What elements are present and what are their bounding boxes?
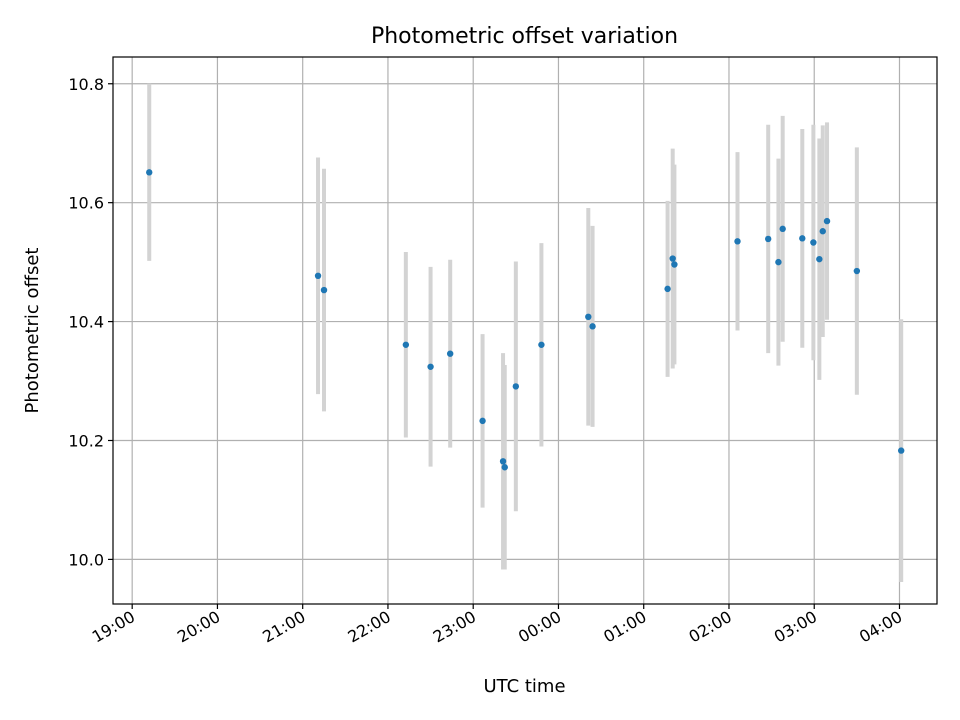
data-point: [479, 417, 486, 425]
data-point: [446, 350, 454, 357]
x-axis-label: UTC time: [483, 676, 565, 697]
x-tick-label: 19:00: [89, 607, 138, 647]
y-tick-label: 10.4: [68, 313, 104, 332]
data-point: [589, 323, 596, 330]
data-point: [897, 447, 905, 454]
x-axis-ticks: 19:00 20:00 21:00 22:00 23:00 00:00 01:00 02:00…: [89, 604, 905, 647]
data-point: [853, 267, 861, 275]
data-point: [671, 261, 678, 268]
plot-frame: [112, 56, 938, 605]
y-tick-label: 10.6: [68, 194, 104, 213]
y-tick-label: 10.8: [68, 75, 104, 94]
data-point: [734, 238, 741, 245]
data-point: [669, 255, 676, 262]
x-tick-label: 01:00: [600, 607, 649, 647]
x-tick-label: 20:00: [174, 607, 223, 647]
data-point: [512, 383, 520, 390]
data-point: [314, 272, 322, 279]
data-point: [816, 255, 823, 263]
data-point: [402, 341, 410, 348]
y-axis-ticks: 10.0 10.2 10.4 10.6 10.8: [68, 75, 113, 569]
data-point: [585, 313, 592, 321]
error-bars: [147, 83, 904, 583]
y-tick-label: 10.2: [68, 431, 104, 450]
x-tick-label: 03:00: [771, 607, 820, 647]
data-point: [823, 217, 831, 225]
x-tick-label: 02:00: [686, 607, 735, 647]
data-point: [427, 363, 434, 370]
data-point: [501, 464, 508, 471]
chart-title: Photometric offset variation: [371, 24, 678, 49]
data-point: [146, 169, 153, 176]
x-tick-label: 21:00: [259, 607, 308, 647]
x-tick-label: 22:00: [345, 607, 394, 647]
data-points: [146, 169, 905, 471]
data-point: [799, 235, 806, 242]
data-point: [779, 225, 786, 233]
x-tick-label: 04:00: [856, 607, 905, 647]
data-point: [538, 341, 545, 348]
data-point: [764, 235, 772, 243]
x-tick-label: 23:00: [430, 607, 479, 647]
data-point: [320, 286, 328, 294]
data-point: [810, 239, 817, 246]
y-tick-label: 10.0: [68, 550, 104, 569]
data-point: [664, 285, 671, 293]
data-point: [819, 228, 826, 235]
y-axis-label: Photometric offset: [22, 248, 43, 414]
data-point: [499, 458, 507, 465]
data-point: [775, 258, 782, 266]
x-tick-label: 00:00: [515, 607, 564, 647]
grid-lines: [113, 57, 937, 604]
